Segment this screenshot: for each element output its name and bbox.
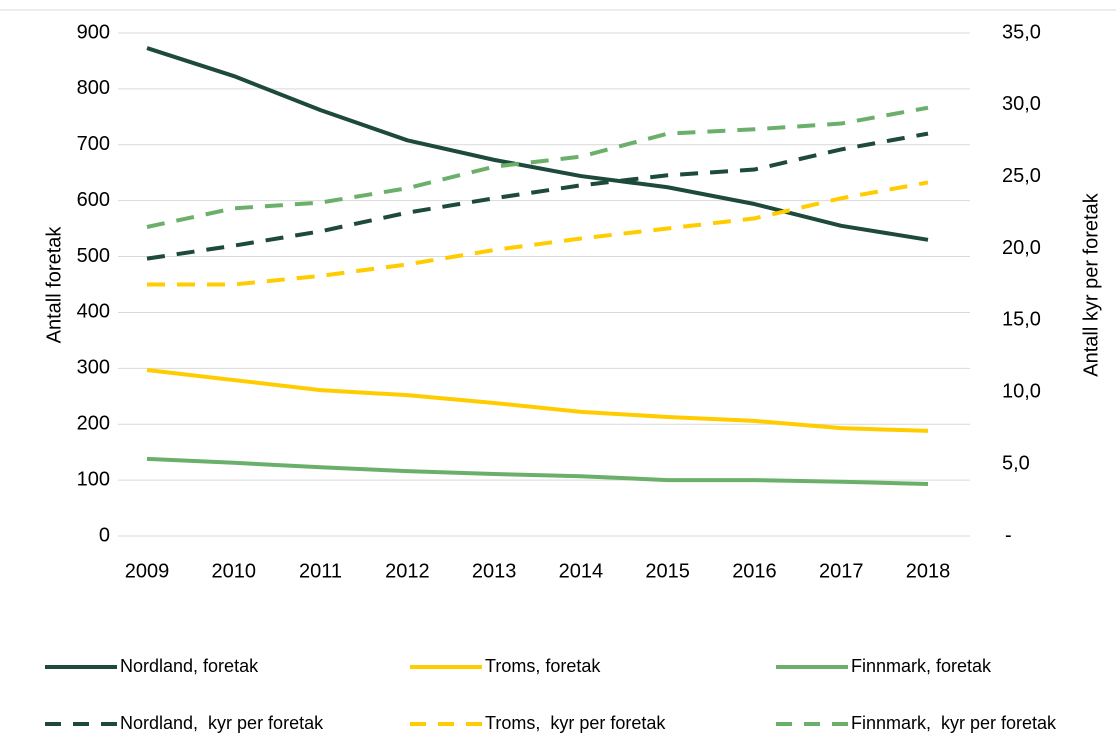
y-tick-label: 0 bbox=[99, 524, 110, 546]
y2-tick-label: 25,0 bbox=[1002, 165, 1041, 187]
y2-tick-label: 10,0 bbox=[1002, 381, 1041, 403]
x-tick-label: 2016 bbox=[732, 560, 777, 582]
legend-label: Finnmark, foretak bbox=[851, 656, 992, 676]
y-axis-label: Antall foretak bbox=[43, 226, 65, 344]
y-tick-label: 900 bbox=[77, 21, 110, 43]
y-tick-label: 100 bbox=[77, 468, 110, 490]
legend-label: Troms, foretak bbox=[485, 656, 601, 676]
x-tick-label: 2013 bbox=[472, 560, 517, 582]
y2-tick-label: - bbox=[1005, 524, 1012, 546]
x-tick-label: 2012 bbox=[385, 560, 430, 582]
y2-tick-label: 30,0 bbox=[1002, 93, 1041, 115]
y-tick-label: 400 bbox=[77, 301, 110, 323]
series-line bbox=[147, 180, 929, 287]
y2-tick-label: 5,0 bbox=[1002, 452, 1030, 474]
x-tick-label: 2018 bbox=[906, 560, 951, 582]
y2-tick-label: 15,0 bbox=[1002, 309, 1041, 331]
x-tick-label: 2015 bbox=[645, 560, 690, 582]
series-line bbox=[146, 46, 929, 242]
series-line bbox=[146, 105, 929, 229]
y2-tick-label: 35,0 bbox=[1002, 21, 1041, 43]
series-line bbox=[146, 368, 929, 433]
legend-label: Nordland, foretak bbox=[120, 656, 259, 676]
y-tick-label: 700 bbox=[77, 133, 110, 155]
x-tick-label: 2010 bbox=[212, 560, 257, 582]
x-tick-label: 2014 bbox=[559, 560, 604, 582]
series-line bbox=[146, 131, 929, 261]
y-tick-label: 800 bbox=[77, 77, 110, 99]
series-line bbox=[146, 456, 929, 487]
y2-tick-label: 20,0 bbox=[1002, 237, 1041, 259]
y2-axis-label: Antall kyr per foretak bbox=[1080, 192, 1102, 376]
y-tick-label: 300 bbox=[77, 357, 110, 379]
legend-label: Nordland, kyr per foretak bbox=[120, 713, 324, 733]
x-tick-label: 2017 bbox=[819, 560, 864, 582]
x-tick-label: 2011 bbox=[299, 560, 342, 582]
x-tick-label: 2009 bbox=[125, 560, 170, 582]
legend-label: Finnmark, kyr per foretak bbox=[851, 713, 1057, 733]
y-tick-label: 500 bbox=[77, 245, 110, 267]
y-tick-label: 600 bbox=[77, 189, 110, 211]
y-tick-label: 200 bbox=[77, 413, 110, 435]
legend-label: Troms, kyr per foretak bbox=[485, 713, 666, 733]
